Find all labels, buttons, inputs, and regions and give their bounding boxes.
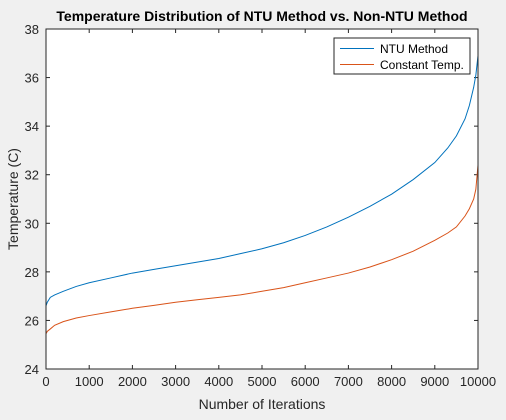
legend: NTU Method Constant Temp. [333,37,471,75]
axes-box [45,28,479,370]
x-axis-ticks: 0 1000 2000 3000 4000 5000 6000 7000 8000 9000 100… [42,29,496,389]
x-tick-label: 5000 [248,374,277,389]
y-axis-ticks: 24 26 28 30 32 34 36 38 [25,22,478,377]
series-line-ntu-method [45,55,479,307]
x-tick-label: 1000 [75,374,104,389]
legend-label-constant-temp: Constant Temp. [380,58,464,72]
x-tick-label: 2000 [118,374,147,389]
x-axis-label: Number of Iterations [199,396,326,412]
x-tick-label: 0 [42,374,49,389]
x-tick-label: 4000 [204,374,233,389]
y-axis-label: Temperature (C) [5,148,21,250]
x-tick-label: 6000 [291,374,320,389]
series-lines [45,55,479,335]
y-tick-label: 36 [25,71,39,86]
y-tick-label: 24 [25,362,39,377]
y-tick-label: 30 [25,216,39,231]
legend-label-ntu-method: NTU Method [380,42,448,56]
x-tick-label: 7000 [334,374,363,389]
y-tick-label: 28 [25,265,39,280]
y-tick-label: 38 [25,22,39,37]
x-tick-label: 10000 [460,374,496,389]
x-tick-label: 3000 [161,374,190,389]
y-tick-label: 34 [25,119,39,134]
x-tick-label: 8000 [377,374,406,389]
plot-area [46,29,478,369]
chart-title: Temperature Distribution of NTU Method v… [56,8,467,24]
y-tick-label: 26 [25,313,39,328]
series-line-constant-temp [45,164,479,335]
legend-box [333,37,471,75]
y-tick-label: 32 [25,168,39,183]
x-tick-label: 9000 [420,374,449,389]
